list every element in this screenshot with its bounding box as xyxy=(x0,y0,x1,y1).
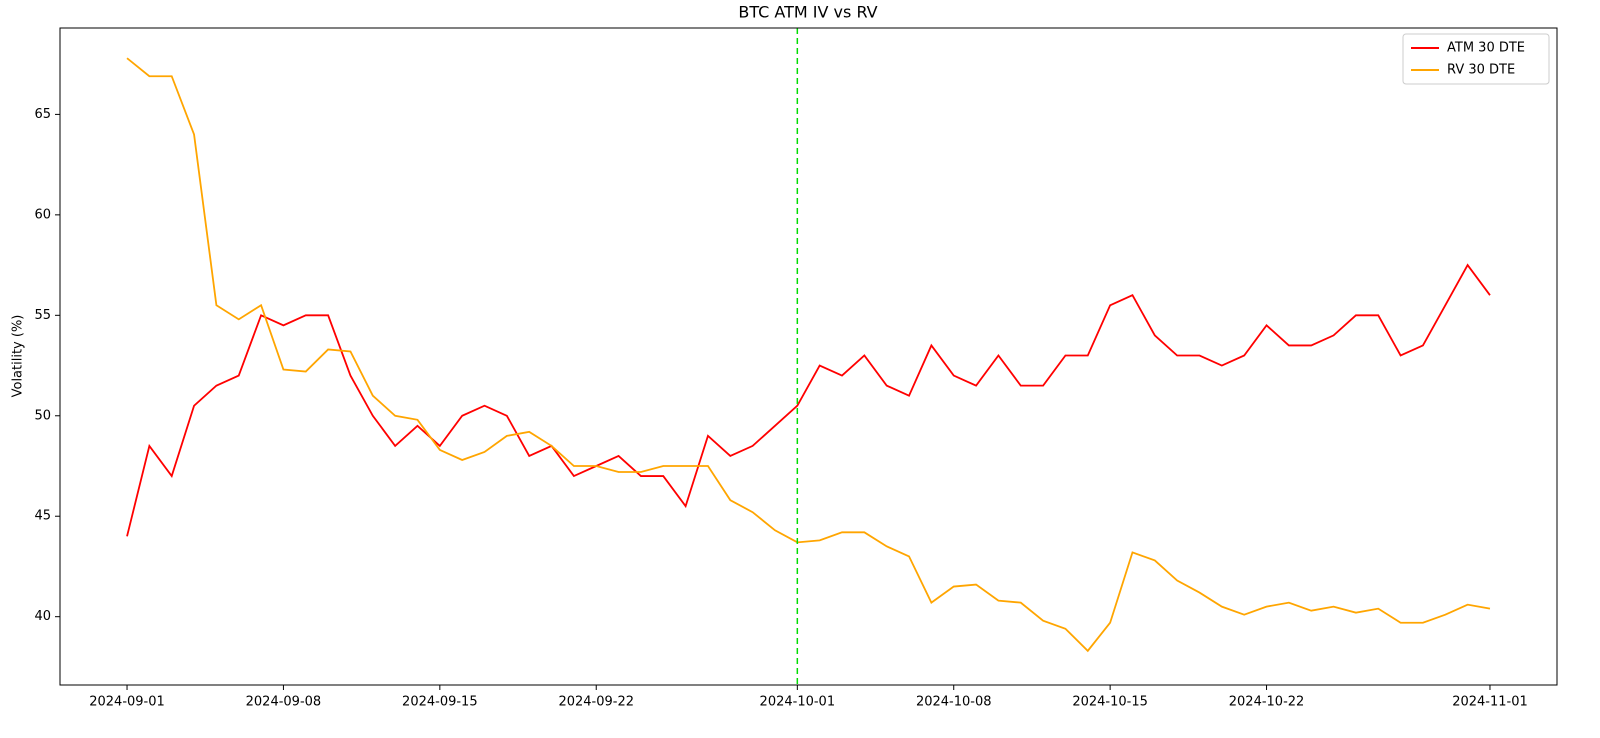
legend-label: RV 30 DTE xyxy=(1447,63,1515,78)
plot-frame xyxy=(59,27,1558,686)
y-axis-label: Volatility (%) xyxy=(11,315,26,398)
x-tick-label: 2024-11-01 xyxy=(1452,695,1528,710)
y-tick-label: 55 xyxy=(34,308,51,323)
line-series xyxy=(126,263,1491,537)
y-tick-label: 45 xyxy=(34,509,51,524)
x-tick-label: 2024-09-08 xyxy=(246,695,322,710)
legend-box xyxy=(1402,33,1550,85)
x-tick-label: 2024-10-22 xyxy=(1229,695,1305,710)
x-tick-label: 2024-10-01 xyxy=(760,695,836,710)
line-series xyxy=(126,57,1491,653)
y-tick-label: 65 xyxy=(34,107,51,122)
x-tick-label: 2024-09-22 xyxy=(558,695,634,710)
x-tick-label: 2024-09-15 xyxy=(402,695,478,710)
chart-title: BTC ATM IV vs RV xyxy=(738,3,877,22)
x-tick-label: 2024-09-01 xyxy=(89,695,165,710)
legend-label: ATM 30 DTE xyxy=(1447,41,1525,56)
y-tick-label: 50 xyxy=(34,408,51,423)
x-tick-label: 2024-10-15 xyxy=(1072,695,1148,710)
x-tick-label: 2024-10-08 xyxy=(916,695,992,710)
y-tick-label: 40 xyxy=(34,609,51,624)
y-tick-label: 60 xyxy=(34,207,51,222)
